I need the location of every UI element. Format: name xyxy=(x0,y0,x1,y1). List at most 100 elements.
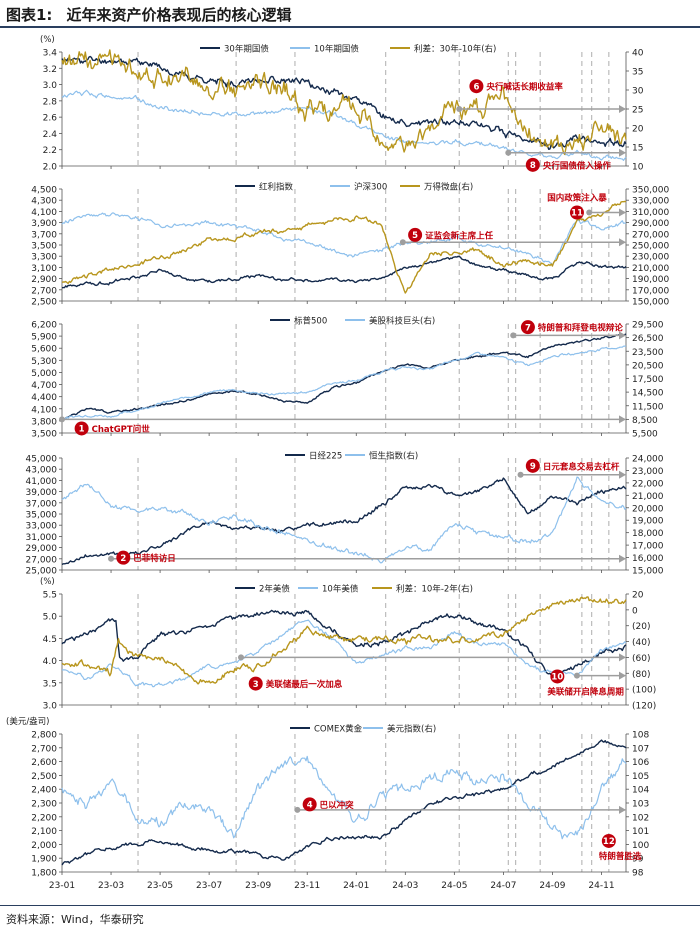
series-line-p2-0 xyxy=(61,255,627,289)
series-line-p1-1 xyxy=(61,89,627,161)
panel-p5: 3.0 3.5 4.0 4.5 5.0 5.5 (%) (120) (100) (80) (60) (… xyxy=(40,577,656,712)
figure-title-text: 近年来资产价格表现后的核心逻辑 xyxy=(66,6,292,24)
right-tick-label: 270,000 xyxy=(632,230,669,240)
legend-label: 美股科技巨头(右) xyxy=(369,316,435,327)
right-tick-label: 19,000 xyxy=(632,517,664,527)
event-label: 央行国债借入操作 xyxy=(543,160,612,171)
left-tick-label: 5,000 xyxy=(31,369,57,379)
trend-arrow-head xyxy=(619,331,626,340)
left-tick-label: 2,400 xyxy=(31,786,57,796)
right-tick-label: 250,000 xyxy=(632,242,669,252)
trend-arrow-start xyxy=(238,654,245,661)
trend-arrow-head xyxy=(619,105,626,113)
series-line-p2-1 xyxy=(61,212,627,266)
left-tick-label: 5,600 xyxy=(31,345,57,355)
right-tick-label: 25 xyxy=(632,106,643,116)
legend-label: 万得微盘(右) xyxy=(424,182,473,193)
right-tick-label: 101 xyxy=(632,827,649,837)
legend-label: 日经225 xyxy=(309,451,342,462)
left-tick-label: 2,100 xyxy=(31,827,57,837)
series-line-p3-0 xyxy=(61,333,627,421)
right-tick-label: 107 xyxy=(632,744,649,754)
right-tick-label: 105 xyxy=(632,772,649,782)
left-tick-label: 3,900 xyxy=(31,219,57,229)
right-tick-label: 18,000 xyxy=(632,529,664,539)
left-tick-label: 37,000 xyxy=(26,499,58,509)
event-badge xyxy=(469,79,484,94)
event-label: 日元套息交易去杠杆 xyxy=(543,461,620,472)
event-number: 2 xyxy=(120,554,126,564)
right-tick-label: 30 xyxy=(632,87,644,97)
left-tick-label: 2,900 xyxy=(31,275,57,285)
legend-label: 10年期国债 xyxy=(314,44,359,55)
event-label: 美联储开启降息周期 xyxy=(547,686,624,697)
right-tick-label: 35 xyxy=(632,68,643,78)
right-tick-label: 290,000 xyxy=(632,219,669,229)
trend-arrow-head xyxy=(619,805,626,814)
left-tick-label: 3.4 xyxy=(43,49,58,59)
figure-title: 图表1: 近年来资产价格表现后的核心逻辑 xyxy=(6,4,291,25)
right-tick-label: 15,000 xyxy=(632,567,664,577)
right-tick-label: 22,000 xyxy=(632,479,664,489)
panel-p3: 3,500 3,800 4,100 4,400 4,700 5,000 5,300 5,600… xyxy=(31,316,664,440)
right-tick-label: (100) xyxy=(632,686,656,696)
left-tick-label: 2,800 xyxy=(31,731,57,741)
right-tick-label: (80) xyxy=(632,670,650,680)
trend-arrow-start xyxy=(586,209,593,216)
series-line-p6-0 xyxy=(61,739,627,866)
trend-arrow-head xyxy=(619,470,626,479)
figure-label: 图表1: xyxy=(6,6,53,24)
title-rule xyxy=(0,26,700,28)
right-tick-label: 10 xyxy=(632,163,644,173)
event-badge xyxy=(248,676,263,691)
right-tick-label: 29,500 xyxy=(632,321,664,331)
right-tick-label: 99 xyxy=(632,855,644,865)
right-tick-label: 103 xyxy=(632,800,649,810)
event-badge xyxy=(525,458,540,473)
left-tick-label: 4,100 xyxy=(31,405,57,415)
right-tick-label: 24,000 xyxy=(632,455,664,465)
left-tick-label: 2,000 xyxy=(31,841,57,851)
right-tick-label: 23,500 xyxy=(632,348,664,358)
series-line-p4-1 xyxy=(61,476,627,564)
left-tick-label: 3.2 xyxy=(43,65,57,75)
legend-label: 利差：30年-10年(右) xyxy=(414,44,496,55)
left-tick-label: 3,800 xyxy=(31,417,57,427)
left-tick-label: 4.0 xyxy=(43,657,58,667)
trend-arrow-start xyxy=(456,106,463,112)
x-tick-label: 24-07 xyxy=(490,881,516,891)
right-tick-label: (40) xyxy=(632,638,650,648)
x-tick-label: 23-09 xyxy=(245,881,271,891)
x-tick-label: 23-01 xyxy=(49,881,75,891)
trend-arrow-head xyxy=(619,208,626,217)
event-label: 美联储最后一次加息 xyxy=(266,679,343,690)
series-line-p5-2 xyxy=(61,596,627,685)
left-tick-label: 35,000 xyxy=(26,511,58,521)
right-tick-label: 20,500 xyxy=(632,361,664,371)
left-tick-label: 39,000 xyxy=(26,488,58,498)
series-line-p3-1 xyxy=(61,345,627,420)
right-tick-label: 210,000 xyxy=(632,264,669,274)
right-tick-label: 330,000 xyxy=(632,197,669,207)
x-tick-label: 23-11 xyxy=(294,881,320,891)
panel-p6: 1,800 1,900 2,000 2,100 2,200 2,300 2,400 2,500… xyxy=(6,716,649,879)
event-number: 8 xyxy=(530,161,536,171)
left-tick-label: 45,000 xyxy=(26,455,58,465)
left-tick-label: 43,000 xyxy=(26,466,58,476)
legend-label: COMEX黄金 xyxy=(314,724,363,735)
left-tick-label: 2,200 xyxy=(31,813,57,823)
right-tick-label: 0 xyxy=(632,606,638,616)
left-tick-label: 5,900 xyxy=(31,333,57,343)
x-tick-label: 24-01 xyxy=(343,881,369,891)
legend-label: 2年美债 xyxy=(259,584,290,595)
event-number: 12 xyxy=(603,837,615,847)
right-tick-label: 350,000 xyxy=(632,186,669,196)
event-number: 11 xyxy=(571,209,583,219)
right-tick-label: 15 xyxy=(632,144,643,154)
event-number: 5 xyxy=(412,231,418,241)
right-tick-label: 150,000 xyxy=(632,298,669,308)
event-badge xyxy=(408,227,423,242)
right-tick-label: 102 xyxy=(632,813,649,823)
left-unit-label: (美元/盎司) xyxy=(6,716,50,727)
trend-arrow-start xyxy=(573,672,580,679)
